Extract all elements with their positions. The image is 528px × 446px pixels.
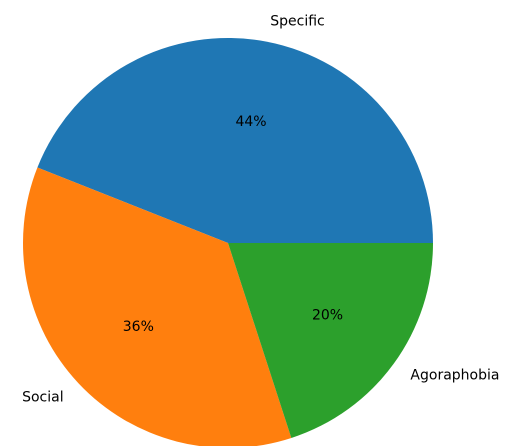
pie-percent-label-specific: 44% [235,114,266,130]
pie-percent-label-agoraphobia: 20% [312,307,343,323]
pie-percent-label-social: 36% [123,319,154,335]
pie-category-label-agoraphobia: Agoraphobia [410,368,499,384]
pie-slice-agoraphobia [228,243,433,438]
pie-slice-social [23,167,292,446]
pie-category-label-specific: Specific [270,13,325,29]
pie-category-label-social: Social [22,389,64,405]
pie-labels: 44% Specific 36% Social 20% Agoraphobia [22,13,499,405]
pie-slice-specific [37,38,434,243]
pie-slices [23,38,434,446]
